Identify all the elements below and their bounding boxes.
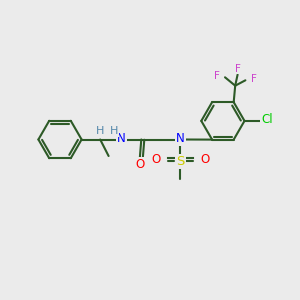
Text: N: N: [117, 132, 126, 145]
Text: F: F: [235, 64, 241, 74]
Text: Cl: Cl: [261, 113, 272, 126]
Text: H: H: [110, 126, 118, 136]
Text: H: H: [95, 125, 104, 136]
Text: O: O: [200, 153, 209, 167]
Text: F: F: [251, 74, 257, 84]
Text: N: N: [176, 132, 185, 145]
Text: O: O: [151, 153, 160, 167]
Text: F: F: [214, 71, 220, 81]
Text: S: S: [176, 154, 184, 168]
Text: O: O: [135, 158, 144, 171]
